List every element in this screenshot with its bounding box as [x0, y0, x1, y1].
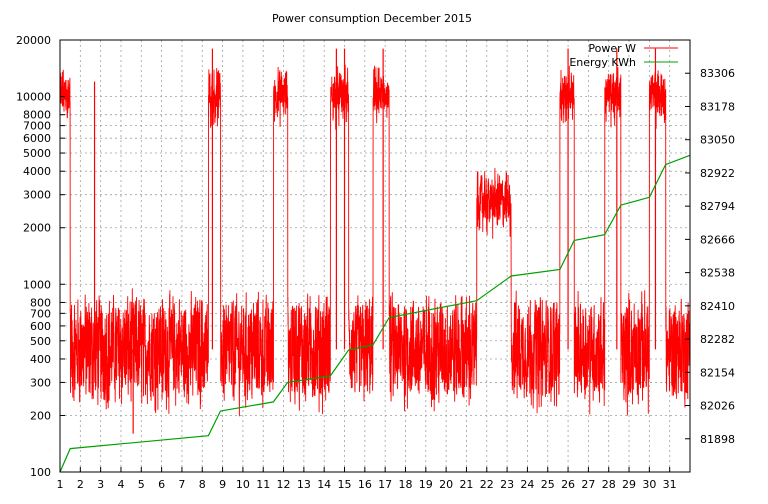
- legend: Power W Energy KWh: [569, 42, 678, 69]
- y-tick-label: 2000: [23, 222, 51, 235]
- x-tick-label: 15: [338, 478, 352, 491]
- y2-tick-label: 83306: [700, 67, 735, 80]
- x-tick-label: 5: [138, 478, 145, 491]
- y-tick-label: 800: [30, 296, 51, 309]
- y-tick-label: 600: [30, 320, 51, 333]
- y-tick-label: 300: [30, 376, 51, 389]
- y-tick-label: 4000: [23, 165, 51, 178]
- x-tick-label: 25: [541, 478, 555, 491]
- y2-tick-label: 83178: [700, 100, 735, 113]
- x-tick-label: 24: [520, 478, 534, 491]
- y-tick-label: 200: [30, 409, 51, 422]
- x-tick-label: 13: [297, 478, 311, 491]
- y2-tick-label: 83050: [700, 134, 735, 147]
- energy-series: [59, 154, 691, 473]
- y-tick-label: 400: [30, 353, 51, 366]
- x-tick-label: 19: [419, 478, 433, 491]
- x-tick-label: 9: [219, 478, 226, 491]
- legend-label-energy: Energy KWh: [569, 56, 636, 69]
- y-tick-label: 10000: [16, 91, 51, 104]
- y2-tick-label: 82666: [700, 233, 735, 246]
- x-tick-label: 23: [500, 478, 514, 491]
- x-tick-label: 4: [117, 478, 124, 491]
- y-tick-label: 7000: [23, 120, 51, 133]
- x-tick-label: 12: [277, 478, 291, 491]
- y2-tick-label: 82026: [700, 400, 735, 413]
- y2-tick-label: 82154: [700, 366, 735, 379]
- y2-tick-label: 82410: [700, 300, 735, 313]
- y-tick-label: 3000: [23, 189, 51, 202]
- power-series: [59, 48, 691, 434]
- x-tick-label: 10: [236, 478, 250, 491]
- y-tick-label: 100: [30, 466, 51, 479]
- x-tick-label: 26: [561, 478, 575, 491]
- x-tick-label: 14: [317, 478, 331, 491]
- y-tick-label: 6000: [23, 132, 51, 145]
- x-tick-label: 30: [642, 478, 656, 491]
- x-tick-label: 21: [459, 478, 473, 491]
- x-tick-label: 8: [199, 478, 206, 491]
- x-tick-label: 18: [398, 478, 412, 491]
- plot-frame: [59, 39, 691, 473]
- y-tick-label: 700: [30, 307, 51, 320]
- x-tick-label: 28: [602, 478, 616, 491]
- y-tick-label: 500: [30, 335, 51, 348]
- x-tick-label: 2: [77, 478, 84, 491]
- y-tick-label: 8000: [23, 109, 51, 122]
- x-tick-label: 6: [158, 478, 165, 491]
- y2-tick-label: 81898: [700, 433, 735, 446]
- y2-tick-label: 82922: [700, 167, 735, 180]
- y2-tick-label: 82538: [700, 267, 735, 280]
- grid: [60, 40, 690, 472]
- x-tick-label: 29: [622, 478, 636, 491]
- axis-ticks: 1 2 3 4 5 6 7 8 9 10 11 12 13 14 15 16 17 18 19 20 21 22 23 24 2…: [16, 34, 735, 491]
- x-tick-label: 20: [439, 478, 453, 491]
- y2-tick-label: 82282: [700, 333, 735, 346]
- x-tick-label: 11: [256, 478, 270, 491]
- x-tick-label: 7: [178, 478, 185, 491]
- x-tick-label: 3: [97, 478, 104, 491]
- chart-title: Power consumption December 2015: [272, 12, 472, 25]
- y2-tick-label: 82794: [700, 200, 735, 213]
- y-tick-label: 5000: [23, 147, 51, 160]
- energy-line: [59, 154, 691, 473]
- x-tick-label: 1: [57, 478, 64, 491]
- legend-label-power: Power W: [588, 42, 636, 55]
- power-trace: [59, 64, 691, 417]
- x-tick-label: 27: [581, 478, 595, 491]
- y-tick-label: 1000: [23, 278, 51, 291]
- x-tick-label: 22: [480, 478, 494, 491]
- x-tick-label: 31: [663, 478, 677, 491]
- x-tick-label: 16: [358, 478, 372, 491]
- y-tick-label: 20000: [16, 34, 51, 47]
- x-tick-label: 17: [378, 478, 392, 491]
